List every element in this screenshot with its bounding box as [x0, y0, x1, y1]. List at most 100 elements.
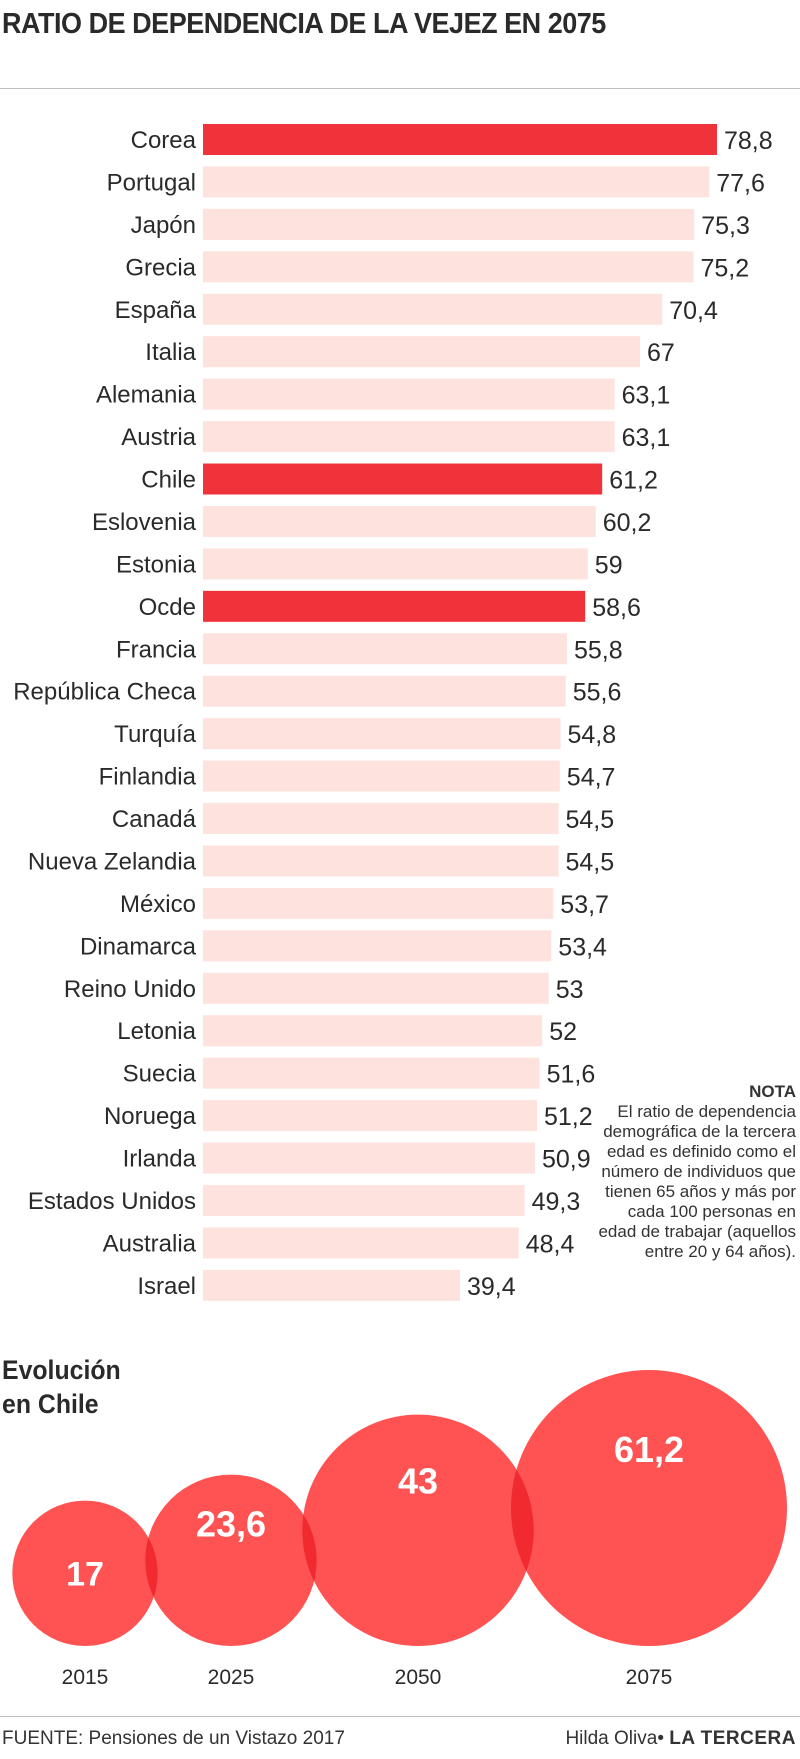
category-label: Austria	[121, 424, 196, 451]
bar-israel	[203, 1269, 460, 1301]
category-label: Israel	[137, 1273, 196, 1300]
category-label: Grecia	[125, 254, 196, 281]
note-line: demográfica de la tercera	[603, 1122, 796, 1141]
category-label: Alemania	[96, 382, 197, 409]
year-label: 2015	[62, 1666, 109, 1689]
author-credit: Hilda Oliva• LA TERCERA	[565, 1728, 796, 1750]
value-label: 63,1	[622, 382, 671, 410]
bar-turquía	[203, 718, 561, 750]
value-label: 54,5	[566, 848, 615, 876]
note-line: entre 20 y 64 años).	[644, 1242, 796, 1261]
category-label: Corea	[131, 127, 197, 154]
value-label: 75,3	[701, 212, 750, 240]
bar-italia	[203, 336, 640, 368]
bar-reino-unido	[203, 972, 549, 1004]
category-label: Estados Unidos	[28, 1188, 196, 1215]
value-label: 59	[595, 551, 623, 579]
value-label: 63,1	[622, 424, 671, 452]
dependency-bar-chart: Corea 78,8 Portugal 77,6 Japón 75,3 Grecia 75,2…	[13, 124, 773, 1301]
note-line: número de individuos que	[601, 1162, 796, 1181]
year-label: 2075	[626, 1666, 673, 1689]
category-label: Irlanda	[123, 1146, 197, 1173]
year-label: 2050	[395, 1666, 442, 1689]
bubble-value-label: 61,2	[614, 1429, 684, 1470]
value-label: 75,2	[701, 254, 750, 282]
bar-canadá	[203, 803, 559, 835]
evolution-bubble-chart: 17 2015 23,6 2025 43 2050 61,2 2075	[12, 1370, 787, 1689]
bar-nueva-zelandia	[203, 845, 559, 877]
bar-españa	[203, 293, 663, 325]
source-credit: FUENTE: Pensiones de un Vistazo 2017	[2, 1728, 345, 1749]
bubble-2015	[12, 1500, 158, 1646]
note-box: NOTA El ratio de dependencia demográfica …	[556, 1082, 796, 1262]
value-label: 55,8	[574, 636, 623, 664]
bar-grecia	[203, 251, 694, 283]
bar-eslovenia	[203, 505, 596, 537]
author-name: Hilda Oliva	[565, 1728, 658, 1749]
category-label: Eslovenia	[92, 509, 197, 536]
category-label: Suecia	[123, 1061, 197, 1088]
bar-república-checa	[203, 675, 566, 707]
bar-suecia	[203, 1057, 540, 1089]
category-label: Turquía	[114, 721, 196, 748]
value-label: 60,2	[603, 509, 652, 537]
note-title: NOTA	[749, 1082, 796, 1101]
value-label: 61,2	[609, 467, 658, 495]
value-label: 51,2	[544, 1103, 593, 1131]
evolution-title-line-2: en Chile	[2, 1389, 99, 1419]
bar-finlandia	[203, 760, 560, 792]
bubble-value-label: 23,6	[196, 1503, 266, 1544]
evolution-title-line-1: Evolución	[2, 1355, 121, 1385]
bar-alemania	[203, 378, 615, 410]
value-label: 55,6	[573, 679, 622, 707]
note-text: El ratio de dependencia demográfica de la…	[556, 1102, 796, 1262]
publication-brand: LA TERCERA	[669, 1728, 796, 1749]
bar-corea	[203, 124, 717, 155]
bar-chile	[203, 463, 603, 495]
value-label: 54,5	[566, 806, 615, 834]
value-label: 48,4	[526, 1230, 575, 1258]
category-label: Australia	[103, 1230, 197, 1257]
note-line: tienen 65 años y más por	[605, 1182, 796, 1201]
bar-austria	[203, 421, 615, 453]
value-label: 39,4	[467, 1273, 516, 1301]
bar-francia	[203, 633, 567, 665]
category-label: República Checa	[13, 679, 196, 706]
bar-estados-unidos	[203, 1185, 525, 1216]
category-label: Letonia	[117, 1018, 196, 1045]
category-label: Italia	[145, 339, 196, 366]
value-label: 70,4	[669, 297, 718, 325]
note-line: edad de trabajar (aquellos	[598, 1222, 796, 1241]
bubble-2050	[302, 1414, 534, 1646]
bar-méxico	[203, 887, 554, 919]
value-label: 49,3	[532, 1188, 581, 1216]
bubble-2075	[511, 1370, 787, 1646]
category-label: Finlandia	[99, 764, 197, 791]
category-label: Canadá	[112, 806, 197, 833]
bubble-value-label: 17	[66, 1555, 104, 1593]
value-label: 54,8	[568, 721, 617, 749]
chart-title: RATIO DE DEPENDENCIA DE LA VEJEZ EN 2075	[2, 8, 606, 40]
note-line: cada 100 personas en	[627, 1202, 796, 1221]
value-label: 53,4	[558, 933, 607, 961]
bar-portugal	[203, 166, 710, 198]
bar-irlanda	[203, 1142, 535, 1174]
category-label: Estonia	[116, 551, 197, 578]
category-label: Reino Unido	[64, 976, 196, 1003]
category-label: Portugal	[107, 169, 196, 196]
value-label: 51,6	[547, 1061, 596, 1089]
title-divider	[0, 88, 800, 89]
footer-divider	[0, 1716, 800, 1717]
note-line: edad es definido como el	[606, 1142, 796, 1161]
category-label: España	[115, 297, 197, 324]
category-label: Francia	[116, 636, 197, 663]
bar-letonia	[203, 1015, 543, 1047]
bar-estonia	[203, 548, 588, 580]
value-label: 77,6	[716, 169, 765, 197]
evolution-title: Evolución en Chile	[2, 1353, 121, 1421]
value-label: 52	[549, 1018, 577, 1046]
category-label: Chile	[141, 467, 196, 494]
category-label: Dinamarca	[80, 933, 197, 960]
note-line: El ratio de dependencia	[617, 1102, 796, 1121]
credit-separator: •	[657, 1728, 664, 1749]
